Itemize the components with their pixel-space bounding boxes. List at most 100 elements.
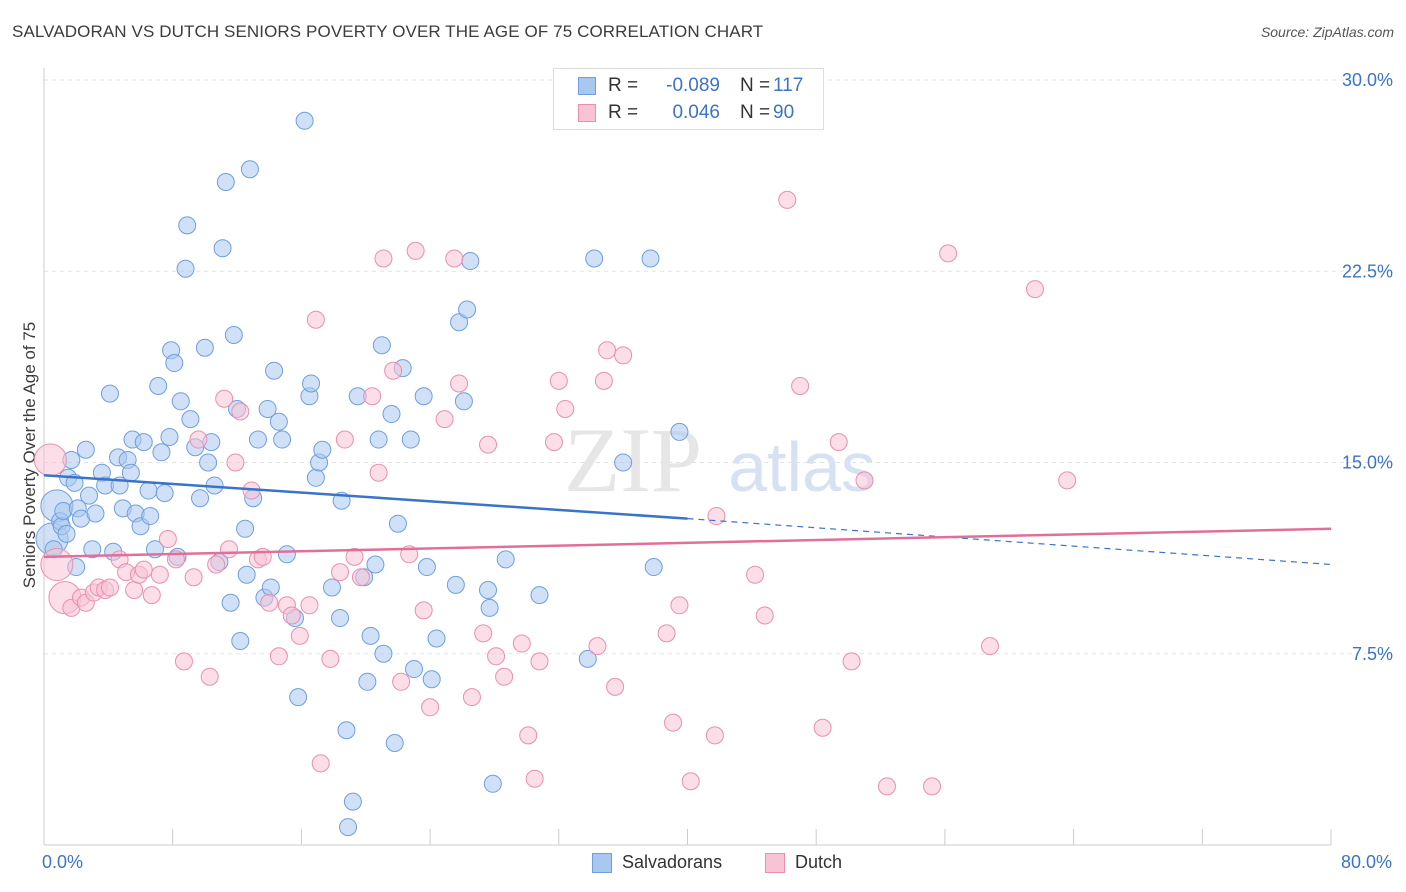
data-point — [174, 652, 193, 671]
data-point — [142, 586, 161, 605]
data-point — [606, 677, 625, 696]
data-point — [290, 626, 309, 645]
data-point — [578, 649, 597, 668]
data-point — [195, 338, 214, 357]
data-point — [149, 377, 168, 395]
data-point — [598, 341, 617, 360]
salvadorans-trend-line — [43, 474, 688, 520]
data-point — [585, 249, 604, 268]
data-point — [556, 399, 575, 418]
data-point — [445, 249, 464, 268]
data-point — [191, 489, 210, 508]
y-tick-label: 7.5% — [1352, 644, 1393, 664]
data-point — [479, 435, 498, 454]
data-point — [237, 565, 256, 584]
data-point — [1058, 471, 1077, 490]
r-value: 0.046 — [672, 102, 720, 123]
legend-item-dutch[interactable]: Dutch — [765, 852, 842, 873]
data-point — [496, 550, 515, 569]
data-point — [33, 443, 67, 477]
data-point — [855, 471, 874, 490]
data-point — [487, 647, 506, 666]
data-point — [216, 173, 235, 191]
data-point — [335, 430, 354, 449]
chart-title: SALVADORAN VS DUTCH SENIORS POVERTY OVER… — [12, 22, 764, 41]
salvadorans-points — [35, 111, 689, 837]
data-point — [614, 346, 633, 365]
n-label: N = — [740, 75, 771, 96]
data-point — [302, 374, 321, 393]
data-point — [265, 361, 284, 380]
data-point — [363, 387, 382, 406]
data-point — [829, 433, 848, 452]
data-point — [369, 463, 388, 482]
data-point — [530, 652, 549, 671]
data-point — [221, 593, 240, 612]
data-point — [382, 405, 401, 424]
data-point — [160, 428, 179, 446]
data-point — [450, 313, 469, 332]
n-value: 117 — [773, 75, 804, 96]
data-point — [458, 300, 477, 319]
legend-row-salvadorans: R = -0.089 N = 117 — [578, 74, 803, 98]
data-point — [417, 558, 436, 577]
data-point — [76, 440, 95, 459]
data-point — [86, 504, 105, 523]
data-point — [200, 667, 219, 686]
data-point — [544, 433, 563, 452]
data-point — [331, 609, 350, 628]
data-point — [495, 667, 514, 686]
data-point — [388, 514, 407, 533]
data-point — [681, 772, 700, 791]
data-point — [755, 606, 774, 625]
data-point — [401, 430, 420, 449]
data-point — [813, 718, 832, 737]
data-point — [414, 387, 433, 406]
data-point — [306, 310, 325, 329]
x-tick-max: 80.0% — [1340, 852, 1392, 872]
watermark: ZIP atlas — [564, 409, 876, 511]
data-point — [100, 384, 119, 403]
data-point — [224, 326, 243, 344]
data-point — [139, 481, 158, 500]
watermark-atlas: atlas — [728, 428, 876, 506]
data-point — [369, 430, 388, 449]
data-point — [83, 540, 102, 559]
data-point — [321, 649, 340, 668]
data-point — [236, 519, 255, 538]
data-point — [980, 637, 999, 656]
data-point — [877, 777, 896, 796]
dutch-swatch — [765, 852, 785, 873]
data-point — [313, 440, 332, 459]
data-point — [345, 547, 364, 566]
data-point — [923, 777, 942, 796]
data-point — [474, 624, 493, 643]
data-point — [57, 524, 76, 543]
legend-label-dutch: Dutch — [795, 852, 843, 872]
data-point — [358, 672, 377, 691]
data-point — [374, 644, 393, 663]
data-point — [657, 624, 676, 643]
data-point — [248, 430, 267, 449]
data-point — [435, 410, 454, 429]
data-point — [588, 637, 607, 656]
data-point — [707, 507, 726, 526]
data-point — [746, 565, 765, 584]
data-point — [614, 453, 633, 472]
data-point — [525, 769, 544, 788]
data-point — [260, 593, 279, 612]
data-point — [158, 530, 177, 548]
data-point — [311, 754, 330, 773]
data-point — [374, 249, 393, 268]
data-point — [220, 540, 239, 559]
data-point — [306, 468, 325, 487]
y-tick-labels: 7.5% 15.0% 22.5% 30.0% — [1342, 70, 1393, 664]
data-point — [181, 410, 200, 429]
legend-item-salvadorans[interactable]: Salvadorans — [592, 852, 722, 873]
legend-bottom: Salvadorans Dutch — [0, 852, 1406, 876]
data-point — [337, 721, 356, 740]
data-point — [479, 581, 498, 599]
dutch-points — [33, 190, 1077, 796]
data-point — [454, 392, 473, 411]
